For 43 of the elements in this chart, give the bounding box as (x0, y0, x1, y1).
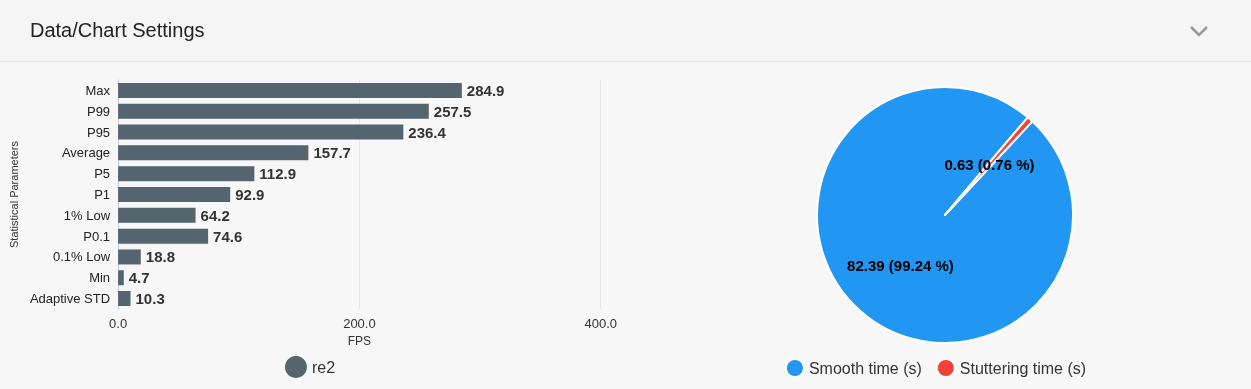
y-tick-label: 1% Low (63, 207, 111, 223)
legend-label: Stuttering time (s) (959, 359, 1087, 377)
y-tick-label: P0.1 (83, 228, 111, 244)
data-label: 284.9 (466, 81, 505, 99)
chart-title: Data/Chart Settings (30, 19, 205, 42)
data-label: 64.2 (200, 206, 230, 224)
data-label: 236.4 (408, 123, 447, 141)
data-label: 18.8 (145, 248, 175, 266)
bar (118, 82, 462, 98)
data-label: 74.6 (213, 227, 243, 245)
legend-label: re2 (311, 358, 336, 376)
x-tick-label: 400.0 (584, 316, 618, 331)
data-label: 92.9 (235, 186, 265, 203)
y-tick-label: Average (61, 145, 111, 161)
bar (118, 187, 231, 202)
data-label: 82.39 (99.24 %) (847, 256, 954, 274)
bar (118, 124, 404, 140)
bar (118, 228, 209, 244)
y-tick-label: P5 (94, 166, 111, 182)
bar (118, 103, 429, 119)
y-tick-label: Min (89, 270, 111, 286)
bar (118, 145, 309, 161)
x-tick-label: 200.0 (343, 316, 376, 331)
data-label: 157.7 (313, 144, 351, 162)
y-tick-label: 0.1% Low (53, 249, 111, 265)
x-tick-label: 0.0 (109, 316, 128, 331)
x-axis-title: FPS (347, 333, 372, 348)
data-label: 257.5 (433, 102, 472, 120)
y-tick-label: P95 (86, 124, 111, 140)
data-label: 112.9 (259, 165, 297, 183)
y-tick-label: P1 (94, 187, 111, 202)
bar (118, 166, 255, 182)
bar (118, 249, 141, 265)
data-label: 4.7 (128, 269, 150, 287)
bar (118, 270, 124, 286)
data-label: 10.3 (135, 290, 165, 308)
y-tick-label: P99 (86, 103, 111, 119)
y-axis-title: Statistical Parameters (7, 140, 20, 248)
y-tick-label: Max (85, 82, 111, 98)
bar (118, 207, 196, 223)
y-tick-label: Adaptive STD (29, 291, 111, 307)
legend-label: Smooth time (s) (808, 359, 922, 377)
bar (118, 291, 131, 307)
